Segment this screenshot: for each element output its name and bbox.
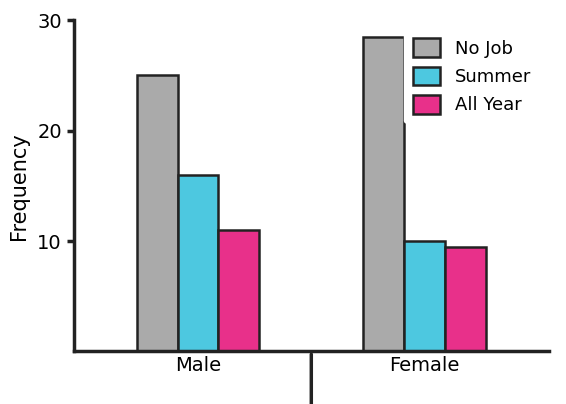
Bar	[218, 230, 259, 351]
Bar	[178, 175, 218, 351]
Legend: No Job, Summer, All Year: No Job, Summer, All Year	[404, 29, 540, 123]
Bar	[404, 241, 445, 351]
Bar	[363, 37, 404, 351]
Bar	[137, 76, 178, 351]
Y-axis label: Frequency: Frequency	[9, 132, 29, 240]
Bar	[445, 246, 486, 351]
